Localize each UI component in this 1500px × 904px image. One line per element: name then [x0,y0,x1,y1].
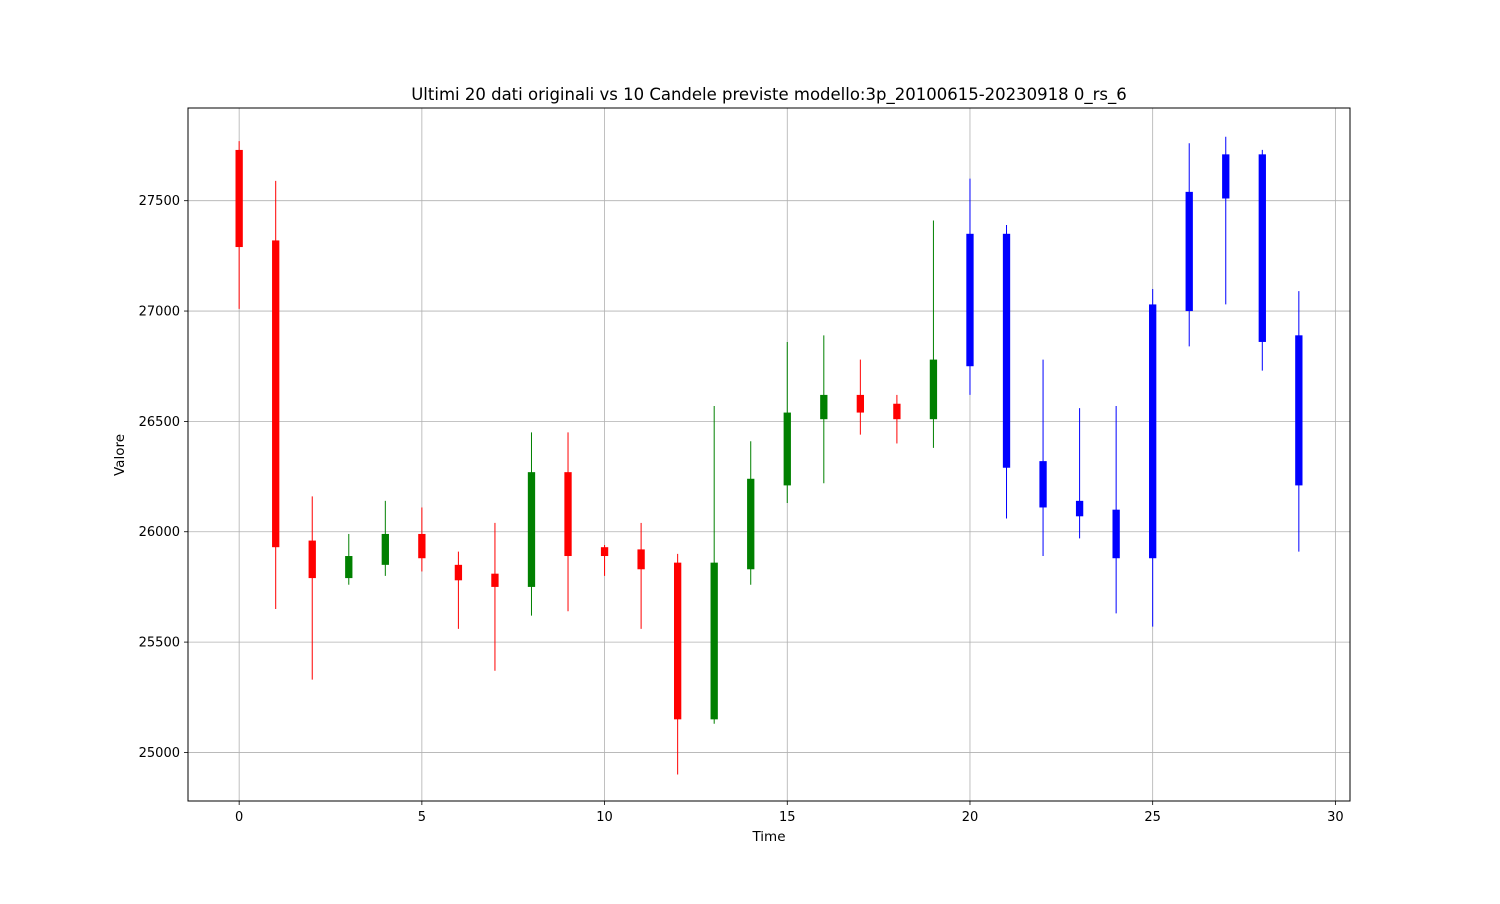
grid-lines [188,108,1350,801]
candle-body [637,549,645,570]
original-candle [820,335,828,484]
original-candle [637,522,645,629]
candle-body [1258,154,1266,342]
x-axis-ticks: 0 5 10 15 20 25 30 [235,801,1344,825]
x-tick-label: 25 [1144,810,1161,825]
x-tick-label: 0 [235,810,243,825]
x-tick-label: 5 [418,810,426,825]
x-axis-label: Time [751,829,785,845]
y-tick-label: 27000 [139,305,180,320]
candle-body [1002,233,1011,468]
original-candle [783,341,791,504]
candle-body [1112,509,1120,559]
chart-title: Ultimi 20 dati originali vs 10 Candele p… [411,85,1127,105]
original-candle [345,533,353,585]
candle-body [929,359,938,420]
candle-body [345,556,353,579]
candle-body [1222,154,1230,199]
original-candle [527,432,536,616]
candle-body [1295,335,1303,486]
y-axis-label: Valore [112,434,128,476]
candle-body [1039,461,1047,508]
candle-body [235,149,243,248]
forecast-candle [1039,359,1047,557]
original-candle [673,553,682,775]
candle-body [1149,304,1157,559]
candle-body [1185,191,1193,312]
candle-body [710,562,718,720]
candle-body [272,240,280,548]
original-candle [454,551,463,629]
original-candle [272,180,280,609]
original-candle [893,394,901,444]
y-axis-ticks: 25000 25500 26000 26500 27000 27500 [139,194,188,761]
candles [235,136,1303,775]
original-candle [929,220,938,448]
forecast-candle [966,178,974,395]
forecast-candle [1112,405,1120,614]
y-tick-label: 25500 [139,636,180,651]
candle-body [418,533,426,559]
y-tick-label: 27500 [139,194,180,209]
original-candle [747,441,755,585]
original-candle [235,141,243,309]
forecast-candle [1185,143,1193,347]
candle-body [308,540,316,579]
candle-body [747,478,755,570]
original-candle [710,405,718,724]
candle-body [1075,500,1084,517]
candle-body [673,562,682,720]
candle-body [527,472,536,587]
candle-body [783,412,791,486]
original-candle [381,500,389,576]
x-tick-label: 10 [596,810,613,825]
forecast-candle [1295,291,1303,552]
x-tick-label: 30 [1327,810,1344,825]
original-candle [418,507,426,572]
candle-body [856,394,865,413]
original-candle [308,496,316,680]
original-candle [491,522,499,671]
candle-body [820,394,828,420]
candle-body [564,472,572,557]
y-tick-label: 26500 [139,415,180,430]
plot-frame [187,107,1351,802]
candle-body [893,403,901,420]
original-candle [856,359,865,435]
candle-body [600,547,609,557]
candle-body [454,564,463,581]
original-candle [600,544,609,576]
x-tick-label: 20 [962,810,979,825]
candle-body [966,233,974,367]
x-tick-label: 15 [779,810,796,825]
forecast-candle [1075,408,1084,539]
y-tick-label: 25000 [139,746,180,761]
candle-body [381,533,389,565]
forecast-candle [1222,136,1230,305]
forecast-candle [1258,149,1266,371]
forecast-candle [1002,224,1011,519]
original-candle [564,432,572,612]
y-tick-label: 26000 [139,525,180,540]
forecast-candle [1149,288,1157,627]
candle-body [491,573,499,587]
